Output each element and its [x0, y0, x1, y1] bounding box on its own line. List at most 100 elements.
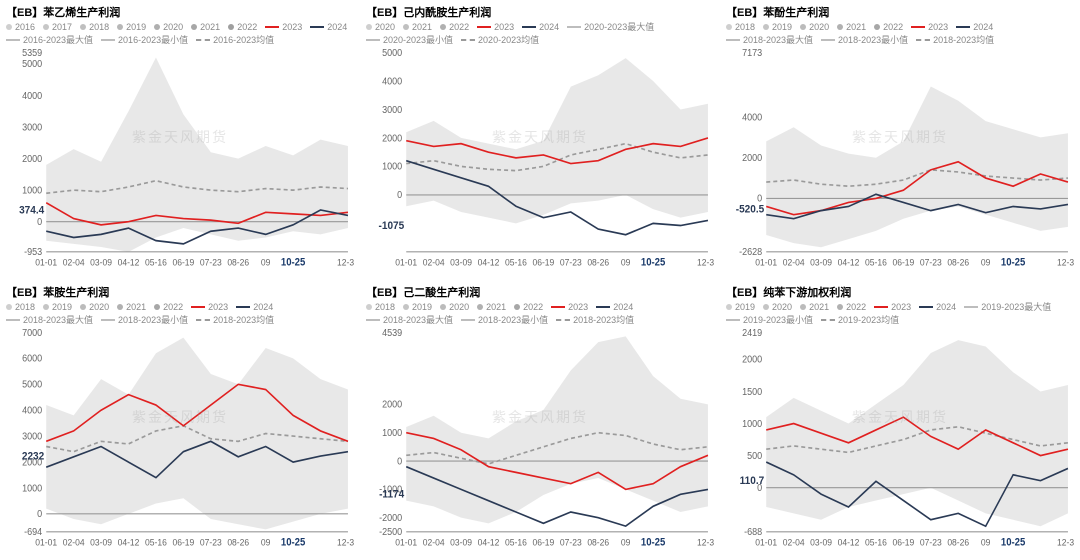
svg-text:-1174: -1174: [379, 488, 404, 501]
legend-swatch: [228, 24, 234, 30]
legend-swatch: [874, 306, 888, 308]
legend-swatch: [461, 319, 475, 321]
svg-text:4000: 4000: [22, 405, 42, 417]
legend-label: 2022: [883, 22, 903, 33]
svg-text:0: 0: [37, 508, 42, 520]
svg-text:03-09: 03-09: [450, 256, 472, 267]
chart-legend: 2019202020212022202320242019-2023最大值2019…: [726, 302, 1074, 326]
legend-swatch: [117, 24, 123, 30]
legend-swatch: [154, 304, 160, 310]
svg-text:01-01: 01-01: [395, 256, 417, 267]
legend-label: 2018: [89, 22, 109, 33]
svg-text:04-12: 04-12: [478, 256, 500, 267]
legend-item: 2020: [154, 22, 183, 33]
svg-text:1000: 1000: [382, 161, 402, 173]
legend-item: 2023: [551, 302, 588, 313]
legend-item: 2020: [80, 302, 109, 313]
svg-text:12-31: 12-31: [337, 256, 354, 267]
legend-label: 2024: [327, 22, 347, 33]
svg-text:08-26: 08-26: [587, 536, 609, 547]
svg-text:07-23: 07-23: [920, 256, 942, 267]
svg-text:07-23: 07-23: [200, 256, 222, 267]
legend-label: 2023: [208, 302, 228, 313]
svg-text:0: 0: [397, 456, 402, 468]
legend-swatch: [726, 39, 740, 41]
chart-plot-area: 紫金天风期货-68805001000150020002419110.701-01…: [726, 328, 1074, 552]
legend-label: 2020: [809, 22, 829, 33]
svg-text:2000: 2000: [742, 152, 762, 164]
legend-label: 2018-2023最小值: [118, 315, 188, 326]
svg-text:5000: 5000: [22, 58, 42, 70]
legend-item: 2024: [919, 302, 956, 313]
svg-text:12-31: 12-31: [1057, 536, 1074, 547]
legend-label: 2018: [375, 302, 395, 313]
chart-legend: 20182019202020212022202320242018-2023最大值…: [726, 22, 1074, 46]
svg-text:08-26: 08-26: [227, 536, 249, 547]
svg-text:4000: 4000: [22, 90, 42, 102]
legend-item: 2022: [514, 302, 543, 313]
legend-swatch: [154, 24, 160, 30]
chart-title: 【EB】己内酰胺生产利润: [366, 4, 714, 20]
legend-swatch: [265, 26, 279, 28]
svg-text:06-19: 06-19: [532, 256, 554, 267]
svg-text:1000: 1000: [22, 185, 42, 197]
legend-label: 2020: [163, 22, 183, 33]
svg-text:05-16: 05-16: [865, 256, 887, 267]
legend-label: 2023: [891, 302, 911, 313]
svg-text:-520.5: -520.5: [736, 202, 765, 215]
legend-item: 2020: [800, 22, 829, 33]
legend-item: 2021: [403, 22, 432, 33]
legend-item: 2021: [800, 302, 829, 313]
svg-text:4000: 4000: [742, 112, 762, 124]
svg-text:07-23: 07-23: [920, 536, 942, 547]
legend-item: 2019-2023最大值: [964, 302, 1051, 313]
chart-title: 【EB】苯酚生产利润: [726, 4, 1074, 20]
svg-text:4539: 4539: [382, 328, 402, 339]
legend-item: 2020-2023均值: [461, 35, 539, 46]
svg-text:04-12: 04-12: [478, 536, 500, 547]
svg-text:03-09: 03-09: [810, 256, 832, 267]
svg-text:09: 09: [621, 256, 630, 267]
legend-item: 2022: [154, 302, 183, 313]
legend-label: 2021: [486, 302, 506, 313]
legend-swatch: [403, 304, 409, 310]
legend-label: 2024: [936, 302, 956, 313]
svg-text:03-09: 03-09: [90, 536, 112, 547]
legend-swatch: [821, 39, 835, 41]
legend-item: 2019: [726, 302, 755, 313]
svg-text:04-12: 04-12: [118, 256, 140, 267]
legend-item: 2021: [191, 22, 220, 33]
legend-swatch: [101, 39, 115, 41]
svg-text:2000: 2000: [22, 153, 42, 165]
legend-label: 2018-2023最大值: [383, 315, 453, 326]
svg-text:04-12: 04-12: [118, 536, 140, 547]
legend-label: 2020: [375, 22, 395, 33]
legend-swatch: [567, 26, 581, 28]
svg-text:2000: 2000: [382, 399, 402, 411]
legend-item: 2024: [596, 302, 633, 313]
legend-swatch: [366, 304, 372, 310]
legend-item: 2018-2023最小值: [821, 35, 908, 46]
legend-swatch: [726, 304, 732, 310]
legend-item: 2021: [117, 302, 146, 313]
legend-swatch: [837, 24, 843, 30]
legend-item: 2019-2023均值: [821, 315, 899, 326]
legend-swatch: [596, 306, 610, 308]
legend-label: 2020: [89, 302, 109, 313]
svg-text:05-16: 05-16: [145, 256, 167, 267]
svg-text:08-26: 08-26: [947, 536, 969, 547]
legend-label: 2018-2023均值: [213, 315, 274, 326]
legend-label: 2016-2023最小值: [118, 35, 188, 46]
chart-plot-area: 紫金天风期货-26280200040007173-520.501-0102-04…: [726, 48, 1074, 272]
chart-title: 【EB】苯胺生产利润: [6, 284, 354, 300]
legend-label: 2023: [928, 22, 948, 33]
legend-item: 2020-2023最大值: [567, 22, 654, 33]
legend-swatch: [403, 24, 409, 30]
svg-text:3000: 3000: [382, 104, 402, 116]
legend-swatch: [800, 304, 806, 310]
legend-label: 2024: [539, 22, 559, 33]
chart-plot-area: 紫金天风期货-9530100020003000400050005359374.4…: [6, 48, 354, 272]
legend-swatch: [911, 26, 925, 28]
legend-item: 2023: [477, 22, 514, 33]
svg-text:04-12: 04-12: [838, 536, 860, 547]
